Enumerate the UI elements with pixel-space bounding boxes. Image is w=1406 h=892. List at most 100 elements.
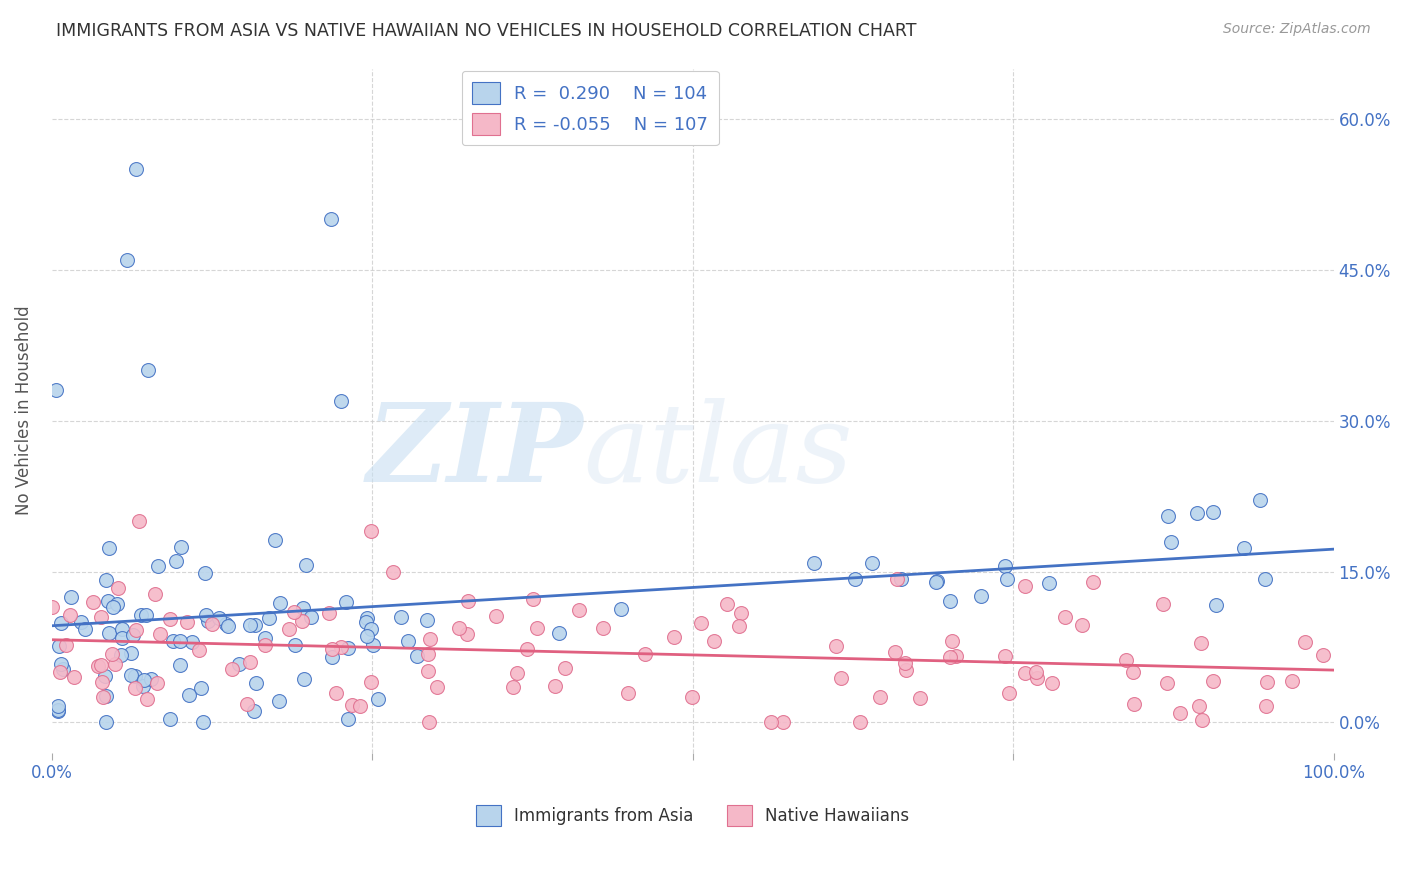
Point [284, 638, 307, 652]
Point [318, 607, 340, 621]
Point [1201, 505, 1223, 519]
Point [245, 676, 267, 690]
Point [869, 690, 891, 704]
Point [245, 618, 267, 632]
Point [254, 638, 277, 652]
Point [49, 615, 72, 630]
Point [1189, 636, 1212, 650]
Point [243, 704, 266, 718]
Point [860, 556, 883, 570]
Point [101, 600, 124, 615]
Y-axis label: No Vehicles in Household: No Vehicles in Household [15, 306, 32, 516]
Point [354, 615, 377, 629]
Point [201, 617, 224, 632]
Point [176, 615, 198, 629]
Point [1157, 508, 1180, 523]
Point [45, 384, 67, 398]
Point [330, 640, 353, 655]
Point [181, 635, 204, 649]
Point [55, 638, 77, 652]
Point [111, 631, 134, 645]
Point [91, 690, 114, 705]
Point [1233, 541, 1256, 556]
Point [132, 673, 155, 688]
Point [94, 715, 117, 730]
Point [329, 393, 352, 408]
Point [447, 621, 470, 635]
Point [136, 363, 159, 377]
Point [87, 659, 110, 673]
Point [264, 533, 287, 548]
Point [1071, 618, 1094, 632]
Point [363, 638, 385, 652]
Point [169, 634, 191, 648]
Point [107, 581, 129, 595]
Point [938, 594, 960, 608]
Point [908, 690, 931, 705]
Point [321, 649, 343, 664]
Point [228, 657, 250, 671]
Point [592, 621, 614, 635]
Point [690, 615, 713, 630]
Point [90, 610, 112, 624]
Point [239, 617, 262, 632]
Point [485, 608, 508, 623]
Point [82, 595, 104, 609]
Point [283, 605, 305, 619]
Point [292, 601, 315, 615]
Point [824, 639, 846, 653]
Point [391, 609, 413, 624]
Point [1185, 506, 1208, 520]
Point [703, 633, 725, 648]
Point [356, 610, 378, 624]
Point [46, 704, 69, 718]
Point [568, 603, 591, 617]
Point [994, 558, 1017, 573]
Point [994, 648, 1017, 663]
Point [995, 573, 1018, 587]
Point [360, 524, 382, 539]
Point [803, 557, 825, 571]
Point [1188, 698, 1211, 713]
Point [1205, 598, 1227, 612]
Point [162, 634, 184, 648]
Point [941, 634, 963, 648]
Point [121, 627, 143, 641]
Point [49, 665, 72, 679]
Point [1122, 665, 1144, 680]
Point [254, 631, 277, 645]
Point [337, 640, 360, 655]
Point [927, 574, 949, 588]
Point [291, 614, 314, 628]
Point [110, 648, 132, 662]
Point [52, 662, 75, 676]
Point [51, 657, 73, 672]
Point [299, 610, 322, 624]
Point [1254, 572, 1277, 586]
Point [1122, 697, 1144, 711]
Point [135, 607, 157, 622]
Point [129, 607, 152, 622]
Point [69, 615, 91, 629]
Point [98, 541, 121, 556]
Text: Source: ZipAtlas.com: Source: ZipAtlas.com [1223, 22, 1371, 37]
Point [236, 697, 259, 711]
Point [1312, 648, 1334, 662]
Point [634, 647, 657, 661]
Point [662, 630, 685, 644]
Point [63, 670, 86, 684]
Point [124, 162, 146, 177]
Point [728, 619, 751, 633]
Point [132, 680, 155, 694]
Point [1156, 675, 1178, 690]
Point [1040, 676, 1063, 690]
Point [101, 647, 124, 661]
Point [544, 679, 567, 693]
Point [356, 629, 378, 643]
Point [267, 694, 290, 708]
Point [886, 572, 908, 586]
Point [526, 621, 548, 635]
Point [844, 572, 866, 586]
Point [1026, 671, 1049, 685]
Point [217, 619, 239, 633]
